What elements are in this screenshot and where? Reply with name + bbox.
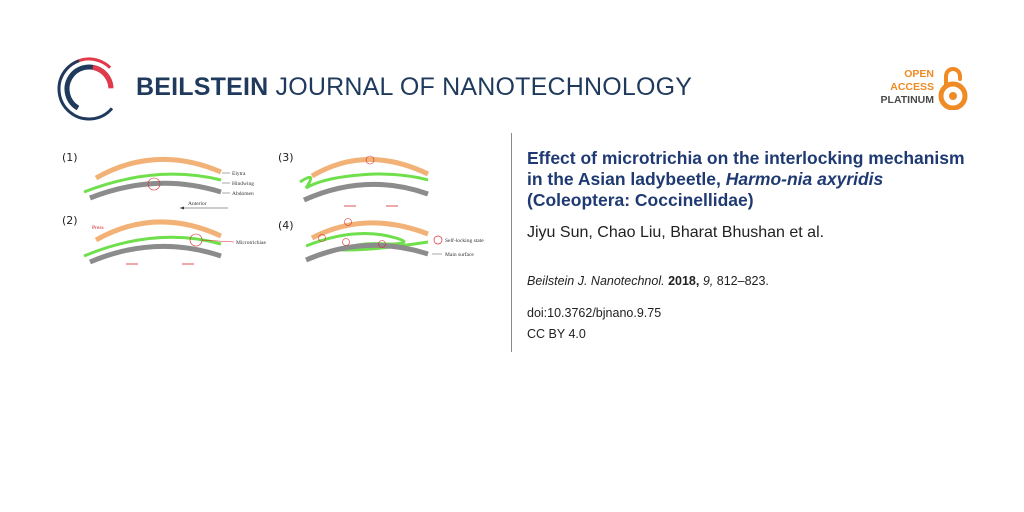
elytra-shape <box>94 156 222 181</box>
panel-1: Elytra Hindwing Abdomen Anterior <box>83 156 254 210</box>
panel-label-1: (1) <box>62 151 78 164</box>
oa-access: ACCESS <box>890 81 934 93</box>
title-part-1: Effect of microtrichia on the interlocki… <box>527 148 965 189</box>
panel-label-2: (2) <box>62 214 78 227</box>
graphical-abstract-figure: (1) Elytra Hindwing Abdomen Anterior (2)… <box>62 151 484 265</box>
hindwing-label: Hindwing <box>232 181 254 187</box>
panel-3 <box>299 155 430 207</box>
elytra-label: Elytra <box>232 171 246 177</box>
open-lock-icon <box>938 67 968 110</box>
anterior-label: Anterior <box>188 201 207 207</box>
license[interactable]: CC BY 4.0 <box>527 327 586 341</box>
journal-name-bold: BEILSTEIN <box>136 73 269 101</box>
panel-2: Press Microtrichiae <box>83 219 266 265</box>
main-surface-label: Main surface <box>445 251 474 258</box>
journal-name-rest: JOURNAL OF NANOTECHNOLOGY <box>275 73 693 101</box>
press-label: Press <box>92 225 104 231</box>
doi-link[interactable]: doi:10.3762/bjnano.9.75 <box>527 306 662 320</box>
journal-abbrev: Beilstein J. Nanotechnol. <box>527 274 665 288</box>
citation-volume: 9, <box>702 274 714 288</box>
self-locking-label: Self-locking state <box>445 237 484 244</box>
panel-4: Self-locking state Main surface <box>305 218 484 263</box>
citation-pages: 812–823. <box>716 274 769 288</box>
abdomen-shape <box>89 180 222 201</box>
title-part-2: (Coleoptera: Coccinellidae) <box>527 190 754 210</box>
article-title[interactable]: Effect of microtrichia on the interlocki… <box>527 148 967 211</box>
hindwing-shape <box>83 172 222 194</box>
panel-label-3: (3) <box>278 151 294 164</box>
open-access-badge: OPEN ACCESS PLATINUM <box>881 68 934 107</box>
citation: Beilstein J. Nanotechnol. 2018, 9, 812–8… <box>527 274 769 288</box>
abdomen-label: Abdomen <box>232 191 254 197</box>
title-species: Harmo-nia axyridis <box>725 169 884 189</box>
citation-year: 2018, <box>668 274 700 288</box>
vertical-divider <box>511 133 512 352</box>
journal-name: BEILSTEIN JOURNAL OF NANOTECHNOLOGY <box>136 73 692 102</box>
panel-label-4: (4) <box>278 219 294 232</box>
authors: Jiyu Sun, Chao Liu, Bharat Bhushan et al… <box>527 224 825 241</box>
oa-platinum: PLATINUM <box>880 94 934 106</box>
microtrichiae-label: Microtrichiae <box>236 240 266 246</box>
oa-open: OPEN <box>904 68 934 80</box>
beilstein-logo-icon <box>57 57 121 121</box>
